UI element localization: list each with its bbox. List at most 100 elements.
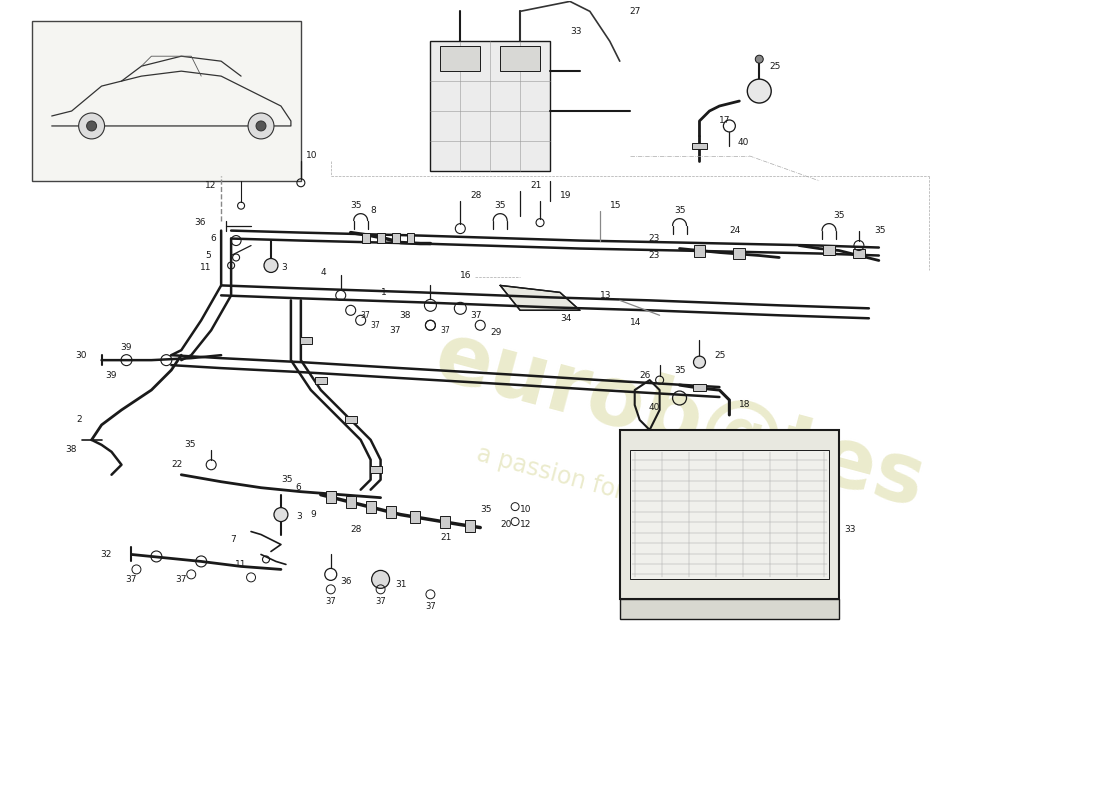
Circle shape: [372, 570, 389, 588]
Text: 23: 23: [648, 251, 660, 260]
Text: 17: 17: [719, 117, 730, 126]
Circle shape: [249, 113, 274, 139]
Text: 23: 23: [648, 234, 660, 243]
Text: 39: 39: [121, 342, 132, 352]
Circle shape: [756, 55, 763, 63]
Text: 9: 9: [310, 510, 316, 519]
Text: 3: 3: [280, 263, 287, 272]
Text: 15: 15: [609, 201, 622, 210]
Text: 36: 36: [195, 218, 206, 227]
Text: 37: 37: [326, 597, 337, 606]
Text: 29: 29: [491, 328, 502, 337]
Text: 20: 20: [500, 520, 512, 529]
Text: 2: 2: [76, 415, 81, 425]
Text: 35: 35: [674, 366, 686, 374]
Circle shape: [693, 356, 705, 368]
Text: 24: 24: [729, 226, 740, 235]
Text: 19: 19: [560, 191, 572, 200]
Text: 30: 30: [75, 350, 87, 360]
Text: 38: 38: [65, 446, 77, 454]
Bar: [629, 450, 829, 579]
Text: 35: 35: [674, 206, 685, 215]
Text: 21: 21: [530, 182, 541, 190]
Bar: [500, 46, 540, 71]
Text: 26: 26: [640, 370, 651, 379]
Text: 4: 4: [320, 268, 326, 277]
Text: 35: 35: [873, 226, 886, 235]
Bar: [734, 247, 746, 259]
Text: 35: 35: [833, 211, 845, 220]
Bar: [619, 599, 839, 619]
Text: 10: 10: [306, 151, 318, 160]
Polygon shape: [500, 286, 580, 310]
Circle shape: [78, 113, 104, 139]
Text: 33: 33: [570, 26, 582, 36]
Bar: [376, 233, 385, 242]
Text: 7: 7: [230, 535, 236, 544]
Circle shape: [256, 121, 266, 131]
Text: 37: 37: [125, 575, 138, 584]
Text: 5: 5: [206, 251, 211, 260]
Text: 31: 31: [396, 580, 407, 589]
Text: 6: 6: [210, 234, 217, 243]
Text: eurob@tes: eurob@tes: [426, 316, 934, 524]
Bar: [693, 245, 705, 257]
Bar: [440, 46, 481, 71]
Text: 10: 10: [520, 505, 531, 514]
Text: 25: 25: [714, 350, 726, 360]
Bar: [852, 249, 865, 258]
Bar: [32, 22, 301, 181]
Text: 40: 40: [737, 138, 749, 147]
Text: 28: 28: [351, 525, 362, 534]
Text: 11: 11: [234, 560, 246, 569]
Text: 8: 8: [371, 206, 376, 215]
Text: 6: 6: [295, 483, 301, 492]
Bar: [345, 496, 355, 508]
Bar: [410, 511, 420, 523]
Text: 27: 27: [629, 7, 641, 16]
Bar: [465, 520, 475, 532]
Circle shape: [87, 121, 97, 131]
Text: a passion for parts since 1985: a passion for parts since 1985: [474, 442, 825, 558]
Text: 37: 37: [389, 326, 400, 334]
Text: 1: 1: [381, 288, 386, 297]
Bar: [392, 233, 399, 242]
Circle shape: [274, 508, 288, 522]
Bar: [619, 430, 839, 599]
Bar: [440, 516, 450, 528]
Text: 22: 22: [172, 460, 183, 470]
Text: 37: 37: [471, 310, 482, 320]
Bar: [365, 501, 375, 513]
Text: 40: 40: [648, 403, 660, 413]
Bar: [692, 143, 707, 149]
Text: 35: 35: [494, 201, 506, 210]
Text: 37: 37: [440, 326, 450, 334]
Text: 12: 12: [205, 182, 217, 190]
Text: 33: 33: [844, 525, 856, 534]
Text: 39: 39: [106, 370, 118, 379]
Text: 38: 38: [399, 310, 410, 320]
Bar: [430, 42, 550, 170]
Text: 13: 13: [600, 291, 612, 300]
Bar: [326, 491, 336, 503]
Text: 37: 37: [361, 310, 371, 320]
Bar: [344, 417, 356, 423]
Text: 37: 37: [371, 321, 381, 330]
Bar: [370, 466, 382, 474]
Text: 36: 36: [341, 577, 352, 586]
Bar: [823, 245, 835, 254]
Text: 35: 35: [280, 475, 293, 484]
Text: 35: 35: [350, 201, 362, 210]
Text: 35: 35: [185, 440, 196, 450]
Text: 11: 11: [200, 263, 211, 272]
Text: 34: 34: [560, 314, 571, 322]
Circle shape: [747, 79, 771, 103]
Text: 37: 37: [425, 602, 436, 610]
Text: 35: 35: [481, 505, 492, 514]
Text: 37: 37: [176, 575, 187, 584]
Bar: [315, 377, 327, 383]
Bar: [693, 383, 706, 390]
Bar: [407, 233, 415, 242]
Text: 12: 12: [520, 520, 531, 529]
Circle shape: [264, 258, 278, 273]
